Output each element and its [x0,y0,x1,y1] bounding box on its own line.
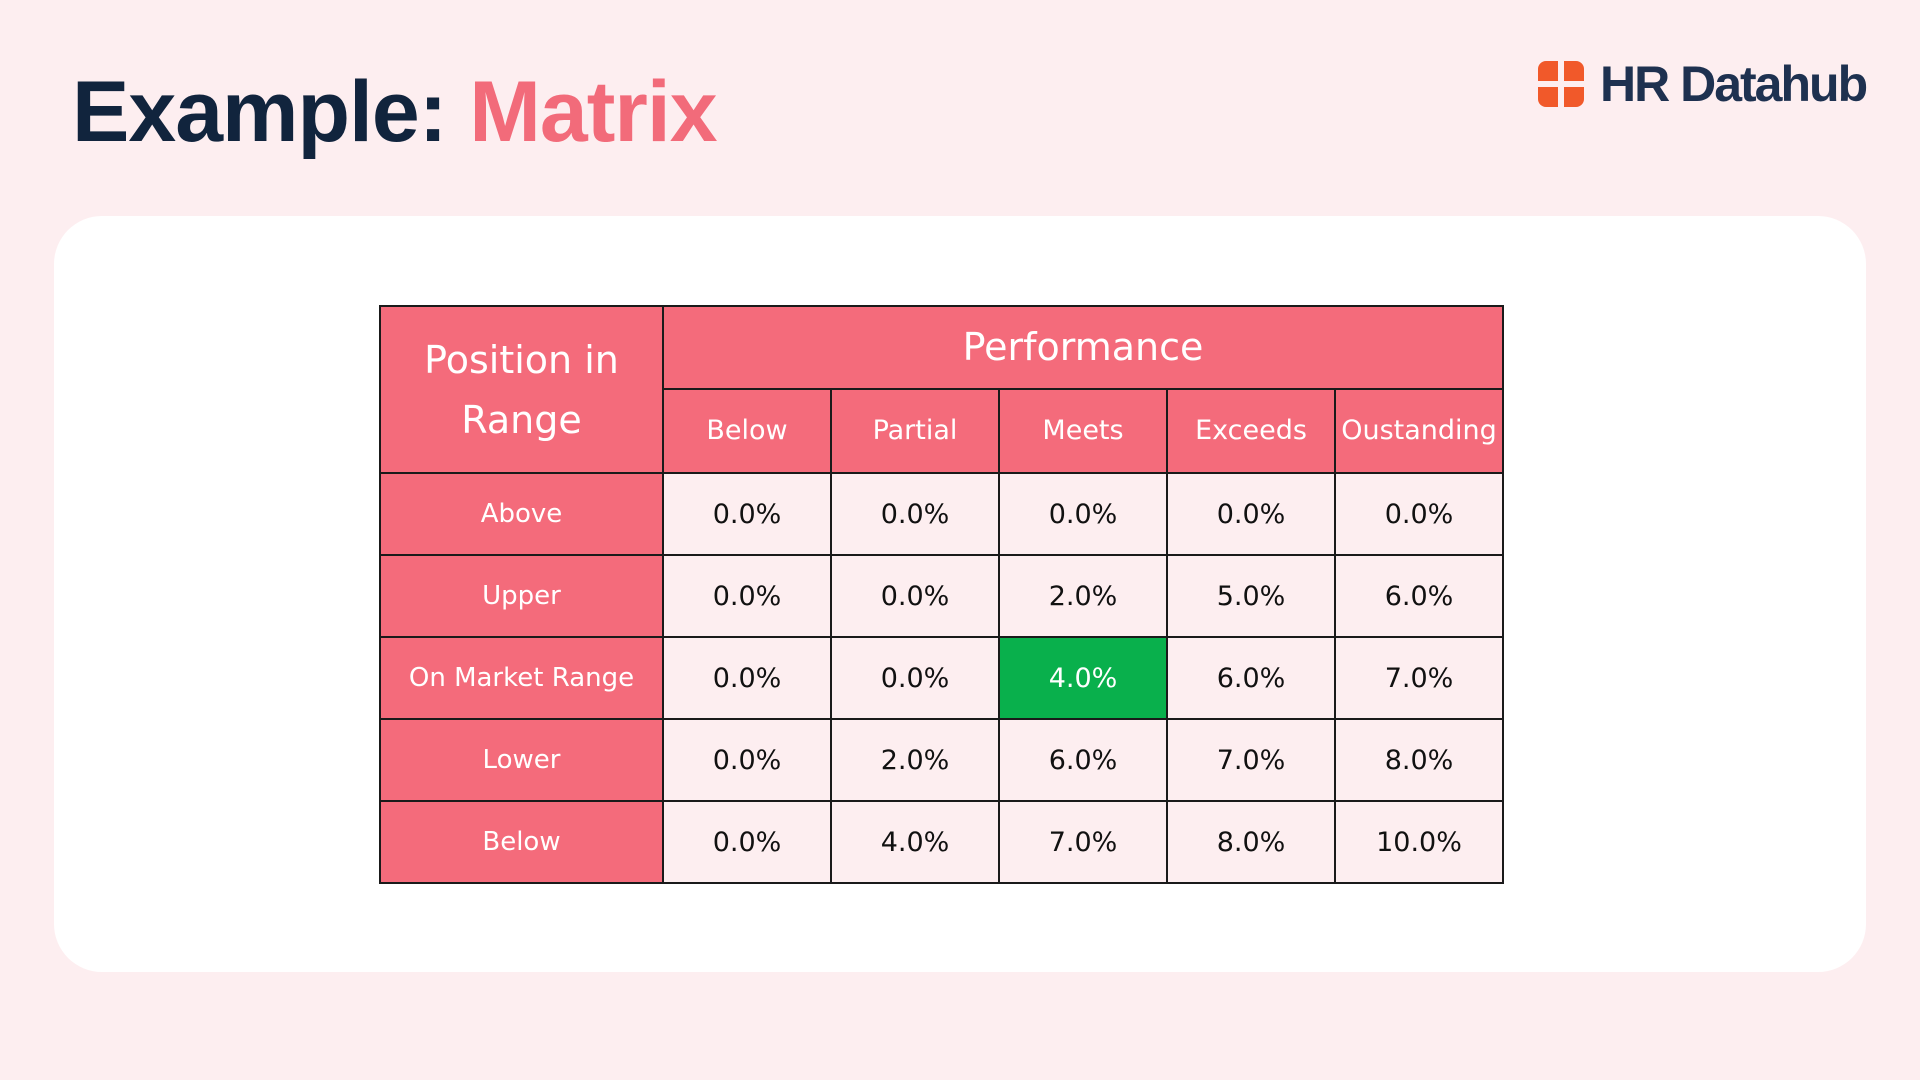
matrix-cell: 0.0% [830,636,1000,720]
matrix-cell: 0.0% [1166,472,1336,556]
table-row: Below 0.0% 4.0% 7.0% 8.0% 10.0% [379,800,1504,884]
matrix-cell: 7.0% [1166,718,1336,802]
row-label: On Market Range [379,636,664,720]
title-accent: Matrix [469,64,717,160]
header-row-1: Position in Range Performance [379,305,1504,474]
logo-text: HR Datahub [1600,56,1868,112]
matrix-cell: 5.0% [1166,554,1336,638]
column-header: Meets [998,387,1168,475]
matrix-cell: 0.0% [998,472,1168,556]
matrix-cell: 10.0% [1334,800,1504,884]
column-header: Oustanding [1334,387,1504,475]
matrix-cell: 6.0% [1166,636,1336,720]
table-row: On Market Range 0.0% 0.0% 4.0% 6.0% 7.0% [379,636,1504,720]
hr-datahub-logo-icon [1538,61,1584,107]
matrix-cell: 0.0% [662,472,832,556]
performance-header: Performance [662,305,1504,390]
matrix-cell: 0.0% [662,800,832,884]
table-row: Above 0.0% 0.0% 0.0% 0.0% 0.0% [379,472,1504,556]
column-header: Partial [830,387,1000,475]
title-prefix: Example: [72,64,447,160]
matrix-table: Position in Range Performance Below Parti… [379,305,1504,884]
matrix-cell: 0.0% [830,554,1000,638]
column-header: Below [662,387,832,475]
matrix-cell: 6.0% [1334,554,1504,638]
matrix-cell: 0.0% [662,554,832,638]
table-row: Upper 0.0% 0.0% 2.0% 5.0% 6.0% [379,554,1504,638]
highlighted-cell: 4.0% [998,636,1168,720]
matrix-cell: 7.0% [998,800,1168,884]
row-label: Lower [379,718,664,802]
matrix-cell: 2.0% [998,554,1168,638]
row-label: Below [379,800,664,884]
corner-header-line-1: Position in [424,337,619,382]
column-header: Exceeds [1166,387,1336,475]
hr-datahub-logo: HR Datahub [1536,56,1868,112]
matrix-cell: 0.0% [830,472,1000,556]
row-label: Upper [379,554,664,638]
content-card: Position in Range Performance Below Parti… [54,216,1866,972]
matrix-cell: 0.0% [1334,472,1504,556]
table-row: Lower 0.0% 2.0% 6.0% 7.0% 8.0% [379,718,1504,802]
corner-header: Position in Range [379,305,664,474]
matrix-cell: 4.0% [830,800,1000,884]
corner-header-line-2: Range [461,397,582,442]
matrix-cell: 8.0% [1166,800,1336,884]
matrix-cell: 8.0% [1334,718,1504,802]
row-label: Above [379,472,664,556]
page-title: Example: Matrix [72,62,718,162]
matrix-cell: 2.0% [830,718,1000,802]
matrix-cell: 7.0% [1334,636,1504,720]
matrix-cell: 0.0% [662,718,832,802]
matrix-cell: 6.0% [998,718,1168,802]
matrix-cell: 0.0% [662,636,832,720]
header-row-2: Below Partial Meets Exceeds Oustanding [380,387,1504,475]
